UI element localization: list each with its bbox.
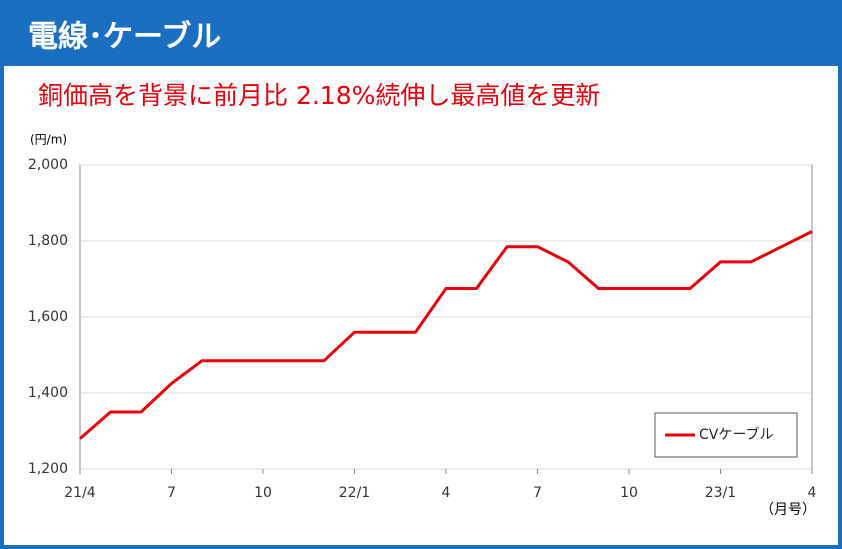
x-tick-label: 23/1 — [705, 485, 736, 501]
x-tick-label: 4 — [442, 485, 451, 501]
y-tick-label: 1,600 — [28, 309, 68, 325]
x-tick-label: 21/4 — [64, 485, 96, 501]
y-unit: (円/m) — [30, 133, 67, 147]
x-tick-label: 4 — [808, 485, 817, 501]
x-tick-label: 10 — [620, 485, 638, 501]
x-tick-label: 10 — [254, 485, 272, 501]
legend-label: CVケーブル — [699, 426, 774, 443]
line — [79, 230, 813, 440]
y-tick-label: 1,200 — [28, 461, 68, 477]
header-title: 電線･ケーブル — [28, 20, 221, 55]
header-bar — [2, 2, 840, 66]
y-tick-label: 1,800 — [28, 233, 68, 249]
x-tick-label: 22/1 — [339, 485, 370, 501]
x-tick-label: 7 — [533, 485, 542, 501]
y-tick-label: 2,000 — [28, 157, 68, 173]
x-unit: （月号） — [760, 502, 816, 518]
y-tick-label: 1,400 — [28, 385, 68, 401]
chart-title: 銅価高を背景に前月比 2.18%続伸し最高値を更新 — [38, 81, 600, 110]
x-tick-label: 7 — [167, 485, 176, 501]
